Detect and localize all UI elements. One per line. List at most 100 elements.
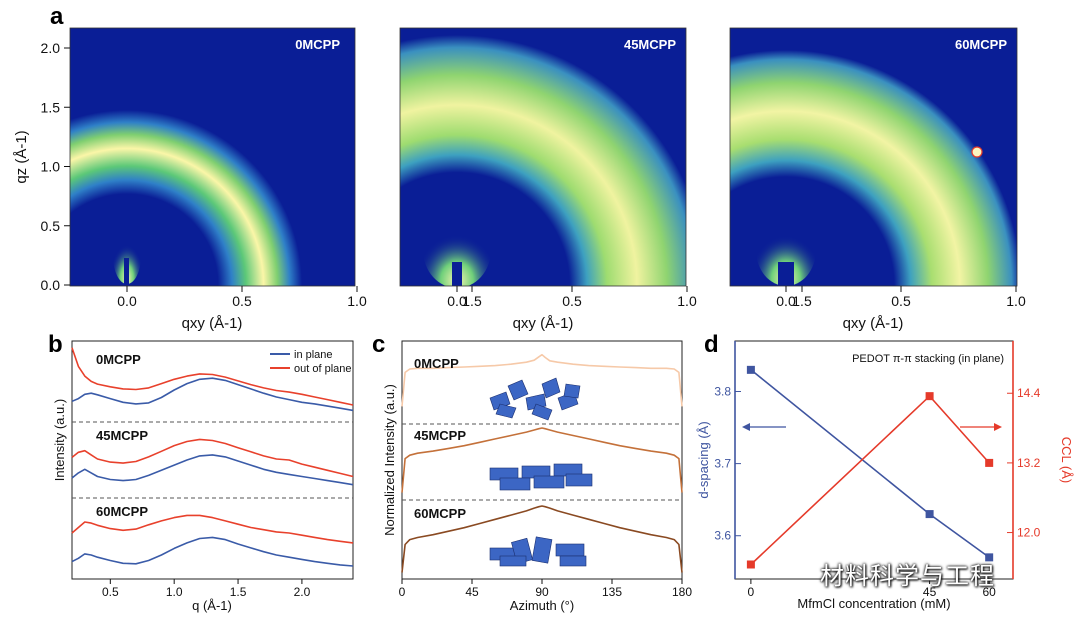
series-line-out-of-plane [71, 347, 354, 406]
panel-b-series [71, 347, 354, 567]
axis-pointer-left [742, 423, 786, 431]
x-tick-label: 0 [399, 585, 406, 599]
panel-d-title: PEDOT π-π stacking (in plane) [852, 353, 1004, 365]
series-line-in-plane [71, 536, 354, 567]
map-label: 45MCPP [624, 37, 676, 52]
chain-block [565, 473, 593, 487]
azimuth-profile-line [401, 427, 683, 493]
series-label: 45MCPP [414, 428, 466, 443]
axis-pointer-right [960, 423, 1002, 431]
arrow-head [742, 423, 750, 431]
y-tick-label: 0.0 [41, 277, 61, 293]
chain-block [495, 403, 517, 419]
panel-c-letter: c [372, 331, 385, 358]
series-label: 0MCPP [414, 356, 459, 371]
specular-spot [423, 212, 491, 286]
map-frame [729, 27, 1018, 287]
x-tick-label: 1.5 [792, 293, 812, 309]
specular-spot [756, 214, 816, 286]
x-tick-label: 1.0 [347, 293, 367, 309]
panel-d-ticks: 0 45 60 3.6 3.7 3.8 12.0 13.2 14.4 [714, 384, 1040, 599]
legend-label: out of plane [294, 363, 352, 375]
azimuth-profile-line [401, 505, 683, 573]
packing-illustration-ordered [489, 463, 593, 491]
chain-block [499, 555, 527, 567]
panel-c: c 0MCPP 45MCPP 60MCPP [372, 331, 692, 613]
y-left-tick-label: 3.6 [714, 529, 731, 543]
chain-block [559, 555, 587, 567]
y-left-tick-label: 3.8 [714, 384, 731, 398]
x-tick-label: 1.0 [1006, 293, 1026, 309]
panel-d-series [746, 365, 994, 569]
x-tick-label: 60 [982, 585, 996, 599]
y-left-tick-label: 3.7 [714, 457, 731, 471]
bragg-spot [971, 146, 983, 158]
series-line-in-plane [71, 377, 354, 412]
x-tick-label: 2.0 [294, 585, 311, 599]
data-point-CCL [925, 392, 934, 401]
series-line-d-spacing [750, 369, 990, 559]
data-point-d-spacing [985, 553, 994, 562]
x-tick-label: 0.5 [102, 585, 119, 599]
legend-label: in plane [294, 349, 333, 361]
gixd-map-0mcpp [70, 28, 355, 286]
x-tick-label: 1.0 [166, 585, 183, 599]
chain-block [531, 403, 553, 421]
panel-b-letter: b [48, 331, 63, 358]
series-line-out-of-plane [71, 514, 354, 544]
x-tick-label: 135 [602, 585, 622, 599]
panel-a: a 0MCPP 45MCPP 60MCPP 0. [13, 3, 1026, 332]
panel-a-letter: a [50, 3, 64, 30]
panel-a-x-label: qxy (Å-1) [513, 315, 574, 332]
panel-b-x-label: q (Å-1) [192, 598, 232, 613]
watermark: 材料科学与工程 [820, 562, 995, 590]
chain-block [541, 377, 561, 399]
panel-a-y-label: qz (Å-1) [13, 130, 30, 183]
x-tick-label: 1.5 [230, 585, 247, 599]
x-tick-label: 0.0 [447, 293, 467, 309]
panel-d: d PEDOT π-π stacking (in plane) 0 45 60 3.6… [696, 331, 1074, 611]
y-tick-label: 0.5 [41, 218, 61, 234]
gixd-map-60mcpp [730, 28, 1017, 286]
x-tick-label: 0.5 [562, 293, 582, 309]
panel-a-y-ticks: 0.0 0.5 1.0 1.5 2.0 [41, 40, 70, 293]
x-tick-label: 1.0 [677, 293, 697, 309]
x-tick-label: 0.0 [776, 293, 796, 309]
azimuth-profile-line [401, 353, 683, 407]
data-point-CCL [746, 560, 755, 569]
beamstop [452, 262, 462, 286]
series-label: 60MCPP [414, 506, 466, 521]
data-point-d-spacing [925, 510, 934, 519]
y-right-tick-label: 13.2 [1017, 456, 1041, 470]
panel-b: b 0MCPP 45MCPP 60MCPP in plane out of pl… [48, 331, 354, 613]
packing-illustration-ordered-tilted [489, 536, 587, 567]
x-tick-label: 0 [748, 585, 755, 599]
y-tick-label: 2.0 [41, 40, 61, 56]
x-tick-label: 1.5 [462, 293, 482, 309]
map-frame [399, 27, 687, 287]
group-label: 60MCPP [96, 504, 148, 519]
group-label: 0MCPP [96, 352, 141, 367]
series-line-in-plane [71, 454, 354, 486]
x-tick-label: 45 [465, 585, 479, 599]
packing-illustration-disordered [489, 377, 581, 421]
panel-a-x-ticks: 0.00.51.01.50.00.51.01.50.00.51.01.5 [117, 286, 1026, 309]
chain-block [563, 383, 581, 399]
y-right-tick-label: 12.0 [1017, 526, 1041, 540]
x-tick-label: 90 [535, 585, 549, 599]
chain-block [499, 477, 531, 491]
panel-b-frame [71, 340, 354, 580]
panel-a-x-label: qxy (Å-1) [182, 315, 243, 332]
panel-b-x-ticks: 0.5 1.0 1.5 2.0 [102, 579, 311, 599]
specular-spot [113, 228, 141, 284]
map-frame [69, 27, 356, 287]
group-label: 45MCPP [96, 428, 148, 443]
chain-block [555, 543, 585, 557]
panel-c-x-label: Azimuth (°) [510, 598, 574, 613]
chain-block [533, 475, 565, 489]
series-line-CCL [750, 394, 990, 566]
panel-c-x-ticks: 0 45 90 135 180 [399, 579, 692, 599]
panel-b-y-label: Intensity (a.u.) [52, 399, 67, 481]
y-tick-label: 1.0 [41, 159, 61, 175]
